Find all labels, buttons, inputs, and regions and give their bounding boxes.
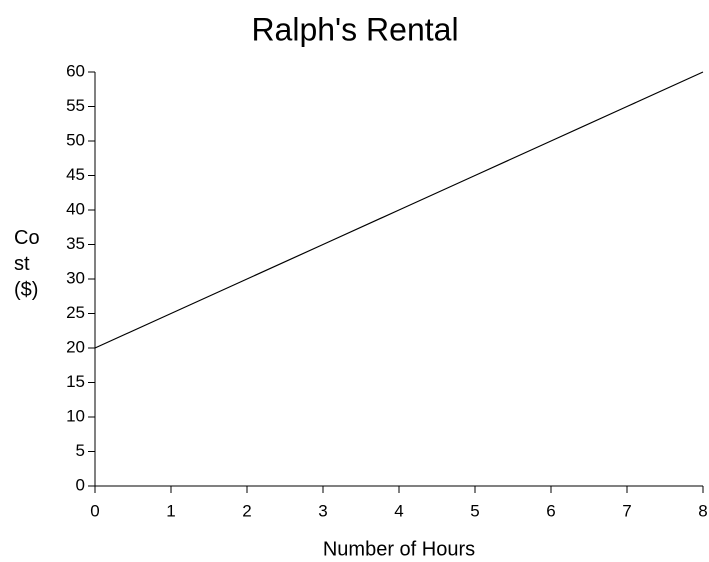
y-tick-label: 55 bbox=[66, 96, 85, 115]
y-tick-label: 60 bbox=[66, 61, 85, 80]
y-tick-label: 30 bbox=[66, 268, 85, 287]
y-tick-label: 5 bbox=[76, 441, 85, 460]
x-axis-label: Number of Hours bbox=[323, 538, 475, 560]
y-tick-label: 25 bbox=[66, 303, 85, 322]
x-tick-label: 3 bbox=[318, 501, 327, 520]
y-tick-label: 35 bbox=[66, 234, 85, 253]
x-tick-label: 5 bbox=[470, 501, 479, 520]
x-tick-label: 4 bbox=[394, 501, 403, 520]
x-tick-label: 7 bbox=[622, 501, 631, 520]
chart-title: Ralph's Rental bbox=[251, 11, 458, 47]
y-tick-label: 10 bbox=[66, 406, 85, 425]
x-tick-label: 2 bbox=[242, 501, 251, 520]
y-tick-label: 15 bbox=[66, 372, 85, 391]
x-tick-label: 1 bbox=[166, 501, 175, 520]
data-line bbox=[94, 71, 704, 349]
x-tick-label: 0 bbox=[90, 501, 99, 520]
y-tick-label: 50 bbox=[66, 130, 85, 149]
y-axis-label: Cost ($) bbox=[14, 227, 40, 301]
x-tick-label: 8 bbox=[698, 501, 707, 520]
y-tick-label: 45 bbox=[66, 165, 85, 184]
y-tick-label: 40 bbox=[66, 199, 85, 218]
x-tick-label: 6 bbox=[546, 501, 555, 520]
y-tick-label: 20 bbox=[66, 337, 85, 356]
y-tick-label: 0 bbox=[76, 475, 85, 494]
